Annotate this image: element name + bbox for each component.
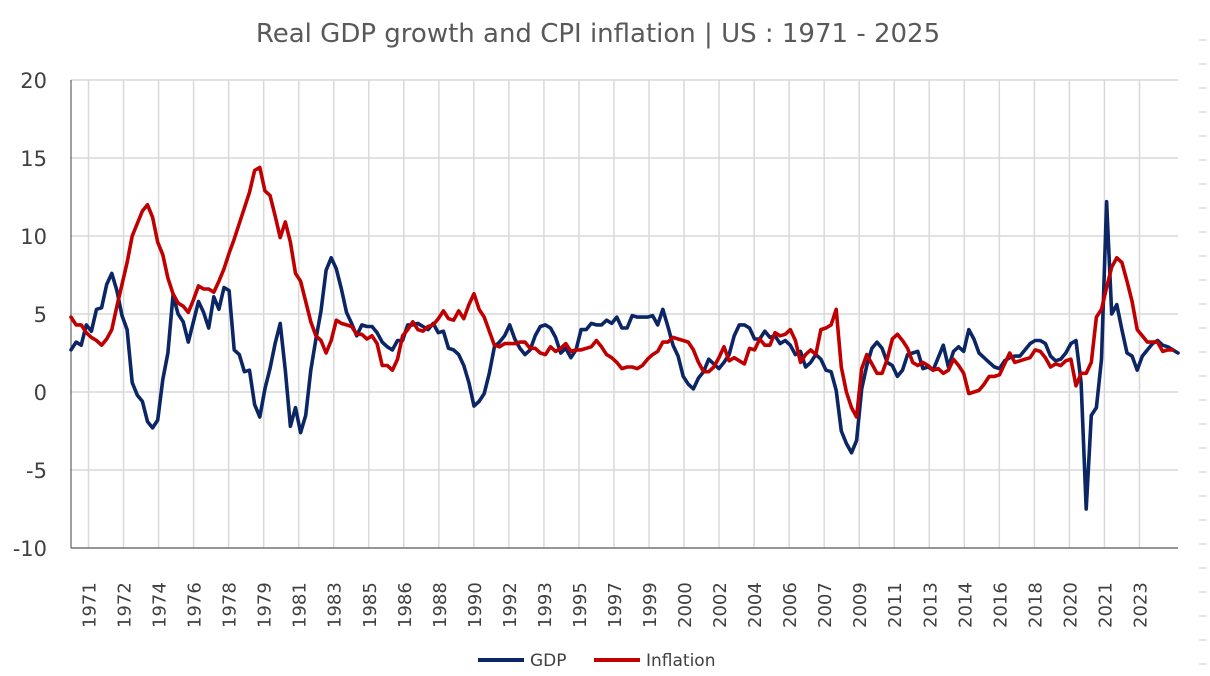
x-tick-label: 1990 — [465, 582, 486, 628]
x-tick-label: 1995 — [570, 582, 591, 628]
x-tick-label: 1993 — [535, 582, 556, 628]
x-tick-label: 2006 — [780, 582, 801, 628]
y-tick-label: -10 — [13, 537, 47, 561]
y-tick-label: 20 — [20, 69, 47, 93]
x-tick-label: 2009 — [850, 582, 871, 628]
chart-title: Real GDP growth and CPI inflation | US :… — [256, 19, 940, 49]
x-tick-label: 1992 — [500, 582, 521, 628]
x-tick-label: 2014 — [955, 582, 976, 628]
x-tick-label: 1972 — [115, 582, 136, 628]
y-tick-label: -5 — [26, 459, 47, 483]
x-tick-label: 1979 — [255, 582, 276, 628]
legend: GDP Inflation — [478, 651, 715, 671]
x-tick-label: 1978 — [220, 582, 241, 628]
x-tick-label: 2016 — [990, 582, 1011, 628]
legend-label-gdp: GDP — [530, 651, 567, 671]
gridlines — [70, 79, 1178, 549]
x-tick-label: 2000 — [675, 582, 696, 628]
x-tick-label: 2002 — [710, 582, 731, 628]
x-tick-label: 2020 — [1060, 582, 1081, 628]
x-tick-label: 1983 — [325, 582, 346, 628]
y-tick-label: 5 — [34, 303, 47, 327]
x-tick-label: 2023 — [1130, 582, 1151, 628]
x-axis-ticks: 1971 1972 1974 1976 1978 1979 1981 1983 1985 1986… — [80, 582, 1152, 628]
x-tick-label: 2011 — [885, 582, 906, 628]
y-tick-label: 10 — [20, 225, 47, 249]
x-tick-label: 1971 — [80, 582, 101, 628]
legend-label-inflation: Inflation — [646, 651, 715, 671]
x-tick-label: 2021 — [1095, 582, 1116, 628]
x-tick-label: 2018 — [1025, 582, 1046, 628]
y-tick-label: 15 — [20, 147, 47, 171]
series-line-inflation — [69, 165, 1175, 419]
x-tick-label: 1976 — [185, 582, 206, 628]
x-tick-label: 1988 — [430, 582, 451, 628]
right-edge-marks — [1199, 39, 1207, 665]
x-tick-label: 1981 — [290, 582, 311, 628]
x-tick-label: 1974 — [150, 582, 171, 628]
series-line-gdp — [69, 199, 1180, 511]
x-tick-label: 1985 — [360, 582, 381, 628]
x-tick-label: 1997 — [605, 582, 626, 628]
x-tick-label: 1986 — [395, 582, 416, 628]
series-lines — [69, 165, 1180, 511]
x-tick-label: 2007 — [815, 582, 836, 628]
y-tick-label: 0 — [34, 381, 47, 405]
x-tick-label: 2004 — [745, 582, 766, 628]
x-tick-label: 2013 — [920, 582, 941, 628]
x-tick-label: 1999 — [640, 582, 661, 628]
y-axis-ticks: 20 15 10 5 0 -5 -10 — [13, 69, 47, 561]
